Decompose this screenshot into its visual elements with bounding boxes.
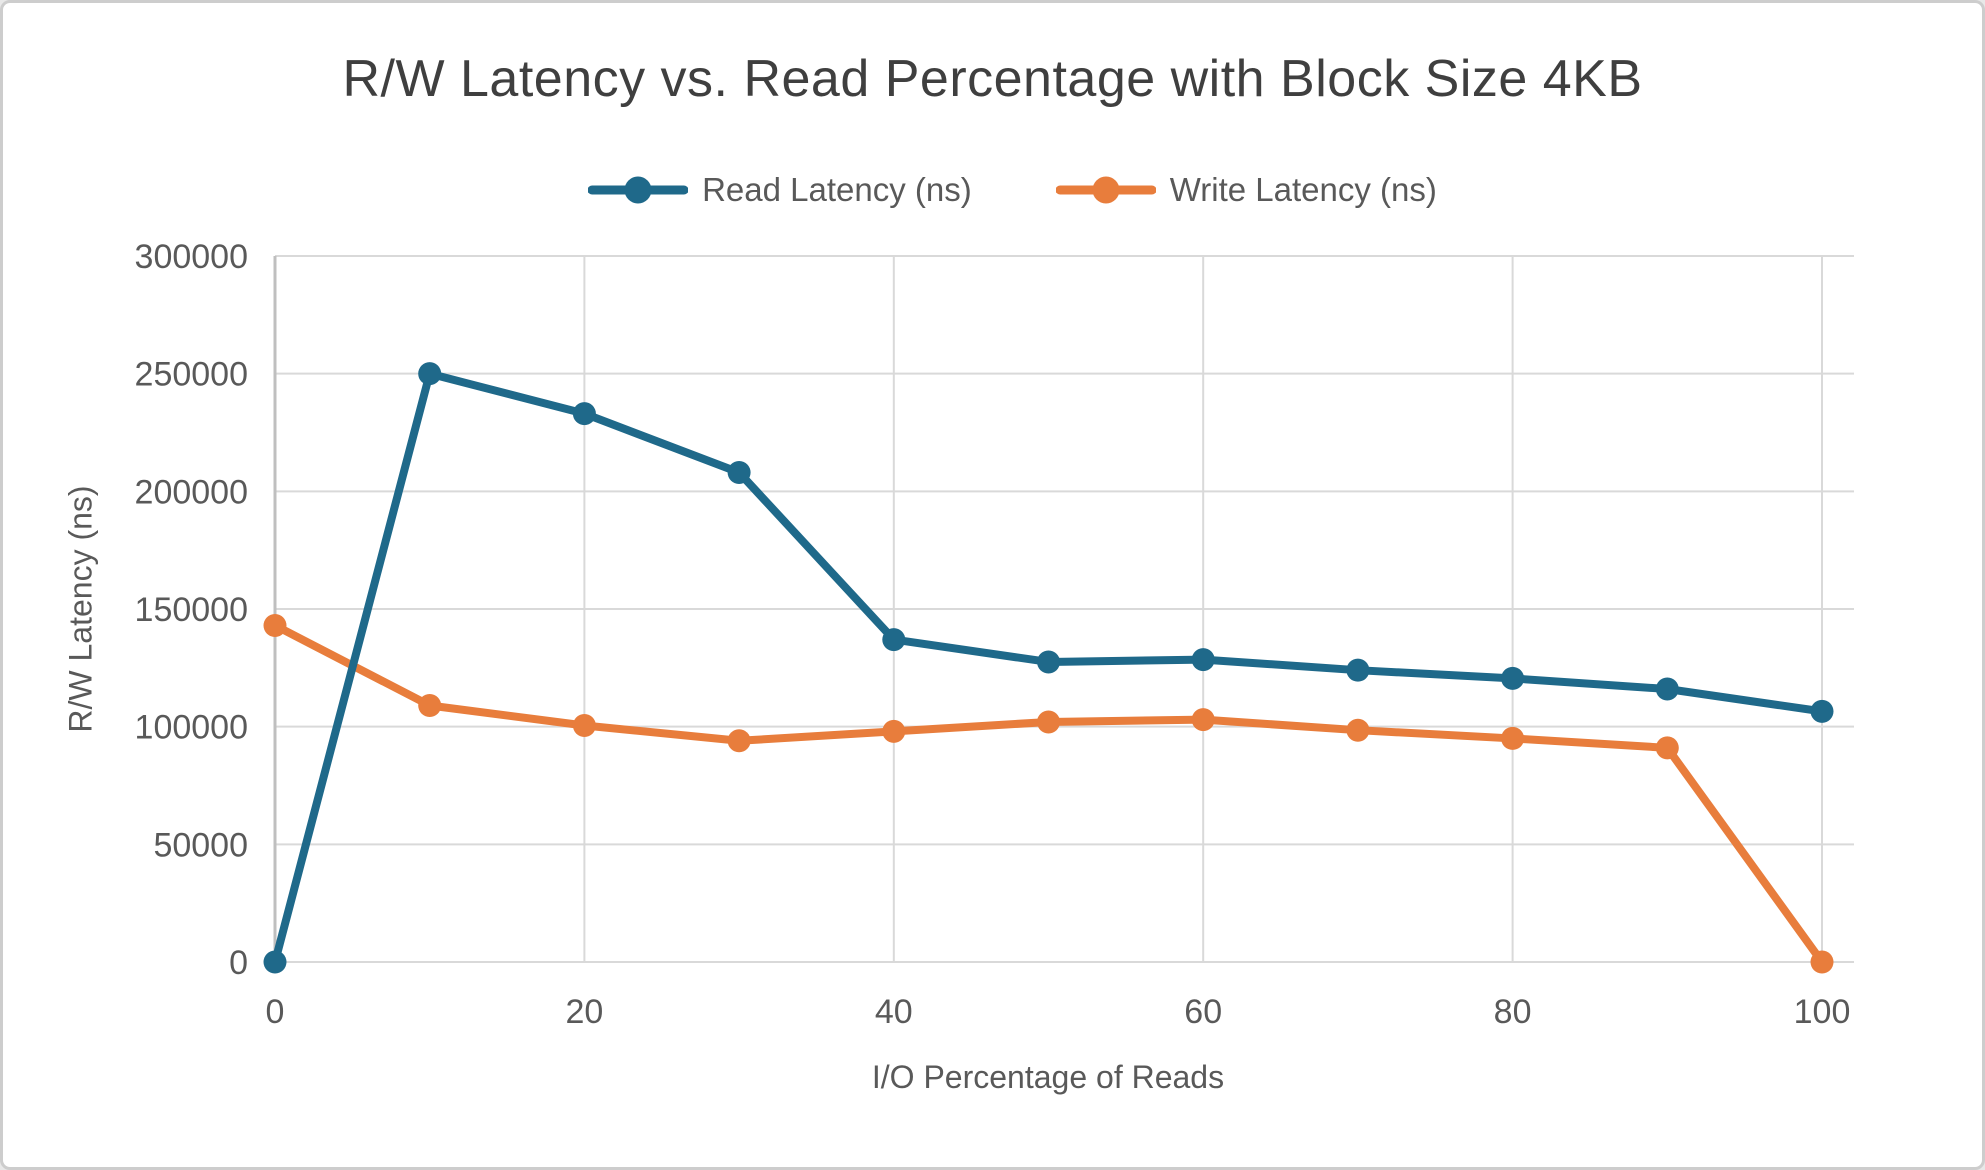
y-tick-label: 0 [229, 944, 248, 982]
read-series-point [1501, 666, 1525, 690]
x-tick-label: 40 [875, 993, 913, 1031]
legend-label-read-latency: Read Latency (ns) [702, 171, 972, 208]
legend-item-read-latency: Read Latency (ns) [588, 171, 972, 209]
plot-area: 0 50000 100000 150000 200000 250000 300000 0 20 4… [135, 238, 1854, 1031]
read-series-marker-icon [588, 176, 689, 204]
read-series-point [572, 402, 596, 426]
legend: Read Latency (ns) Write Latency (ns) [43, 171, 1982, 209]
read-series-point [1655, 677, 1679, 701]
write-series-line [271, 621, 1826, 966]
write-series-point [572, 713, 596, 737]
x-tick-label: 80 [1494, 993, 1532, 1031]
x-tick-label: 0 [266, 993, 285, 1031]
read-series-point [1191, 648, 1215, 672]
y-tick-label: 50000 [153, 826, 248, 864]
read-series-point [1346, 658, 1370, 682]
y-tick-label: 250000 [135, 356, 248, 394]
write-series-marker-icon [1055, 176, 1156, 204]
legend-item-write-latency: Write Latency (ns) [1055, 171, 1437, 209]
write-series-point [1346, 718, 1370, 742]
read-series-point [727, 461, 751, 485]
read-series-point [1810, 699, 1834, 723]
x-axis-title: I/O Percentage of Reads [871, 1059, 1225, 1095]
write-series-point [418, 693, 442, 717]
write-series-point [1810, 950, 1834, 974]
legend-label-write-latency: Write Latency (ns) [1169, 171, 1437, 208]
write-series-point [882, 719, 906, 743]
read-series-point [418, 362, 442, 386]
write-series-point [1655, 736, 1679, 760]
write-series-point [263, 613, 287, 637]
read-series-point [1037, 650, 1060, 674]
read-series-point [882, 628, 906, 652]
x-tick-label: 20 [565, 993, 603, 1031]
write-series-point [1501, 726, 1525, 750]
y-tick-label: 150000 [135, 591, 248, 629]
y-tick-label: 300000 [135, 238, 248, 276]
chart-title: R/W Latency vs. Read Percentage with Blo… [342, 50, 1643, 108]
y-tick-label: 100000 [135, 709, 248, 747]
write-series-point [727, 729, 751, 753]
write-series-point [1191, 708, 1215, 732]
y-tick-label: 200000 [135, 473, 248, 511]
x-tick-label: 60 [1184, 993, 1222, 1031]
x-tick-label: 100 [1794, 993, 1851, 1031]
write-series-point [1037, 710, 1060, 734]
read-series-point [263, 950, 287, 974]
